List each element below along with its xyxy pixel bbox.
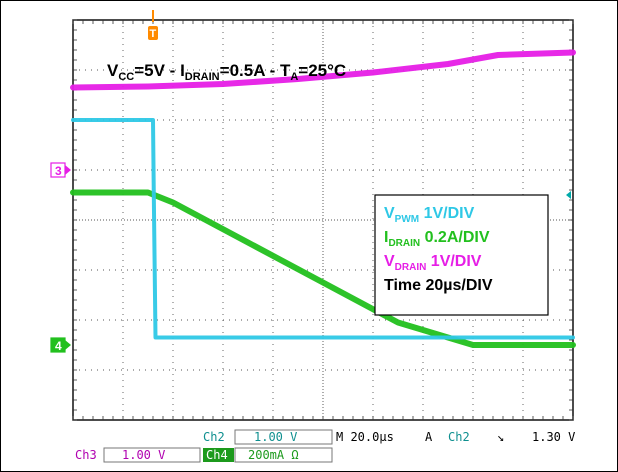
- text-part: V: [384, 205, 395, 222]
- ch4-label-box: [203, 448, 234, 462]
- channel-marker-4-label: 4: [55, 339, 62, 353]
- channel-marker-4-arrow: [65, 340, 71, 350]
- text-part: PWM: [395, 214, 419, 225]
- text-part: V: [107, 61, 119, 80]
- chart-title: VCC=5V - IDRAIN=0.5A - TA=25°C: [107, 61, 346, 83]
- legend-entry: Time 20µs/DIV: [384, 277, 493, 294]
- trigger-position-marker: [148, 26, 158, 40]
- ch2-value-box: [234, 429, 333, 445]
- ch3-value: 1.00 V: [122, 448, 165, 462]
- text-part: 1V/DIV: [419, 205, 474, 222]
- ch3-value-box: [103, 447, 201, 463]
- ch4-label: Ch4: [206, 448, 228, 462]
- trigger-mode: A: [425, 430, 433, 444]
- trigger-position-label: T: [150, 28, 157, 40]
- trace-ch3: [70, 49, 576, 91]
- text-part: CC: [118, 71, 134, 83]
- text-part: I: [384, 229, 388, 246]
- waveform-traces: [70, 49, 576, 348]
- text-part: A: [290, 71, 298, 83]
- ch4-value: 200mA Ω: [248, 448, 299, 462]
- text-part: DRAIN: [388, 238, 420, 249]
- text-part: 0.2A/DIV: [420, 229, 490, 246]
- ch2-value: 1.00 V: [254, 430, 297, 444]
- ch3-label: Ch3: [75, 448, 97, 462]
- trigger-channel: Ch2: [448, 430, 470, 444]
- text-part: V: [384, 253, 395, 270]
- text-part: =25°C: [298, 61, 346, 80]
- trigger-level-marker: [566, 191, 571, 199]
- trigger-level: 1.30 V: [532, 430, 575, 444]
- scope-readout: Ch2 1.00 V M 20.0µs A Ch2 ↘ 1.30 V Ch3 1…: [75, 429, 575, 463]
- legend-entry: VPWM 1V/DIV: [384, 205, 475, 225]
- trace-ch2: [71, 118, 575, 340]
- text-part: DRAIN: [395, 262, 427, 273]
- text-part: =5V - I: [134, 61, 185, 80]
- text-part: =0.5A - T: [220, 61, 291, 80]
- legend-entry: VDRAIN 1V/DIV: [384, 253, 482, 273]
- ch4-value-box: [234, 447, 333, 463]
- channel-marker-3-label: 3: [55, 164, 62, 178]
- text-part: Time 20µs/DIV: [384, 277, 493, 294]
- channel-markers: 3 4 T: [50, 10, 571, 353]
- trigger-edge-icon: ↘: [497, 430, 504, 444]
- channel-marker-3-arrow: [65, 165, 71, 175]
- legend-entry: IDRAIN 0.2A/DIV: [384, 229, 490, 249]
- legend-box: [374, 194, 549, 316]
- text-part: DRAIN: [185, 71, 220, 83]
- text-part: 1V/DIV: [426, 253, 481, 270]
- timebase-readout: M 20.0µs: [336, 430, 394, 444]
- ch2-label: Ch2: [203, 430, 225, 444]
